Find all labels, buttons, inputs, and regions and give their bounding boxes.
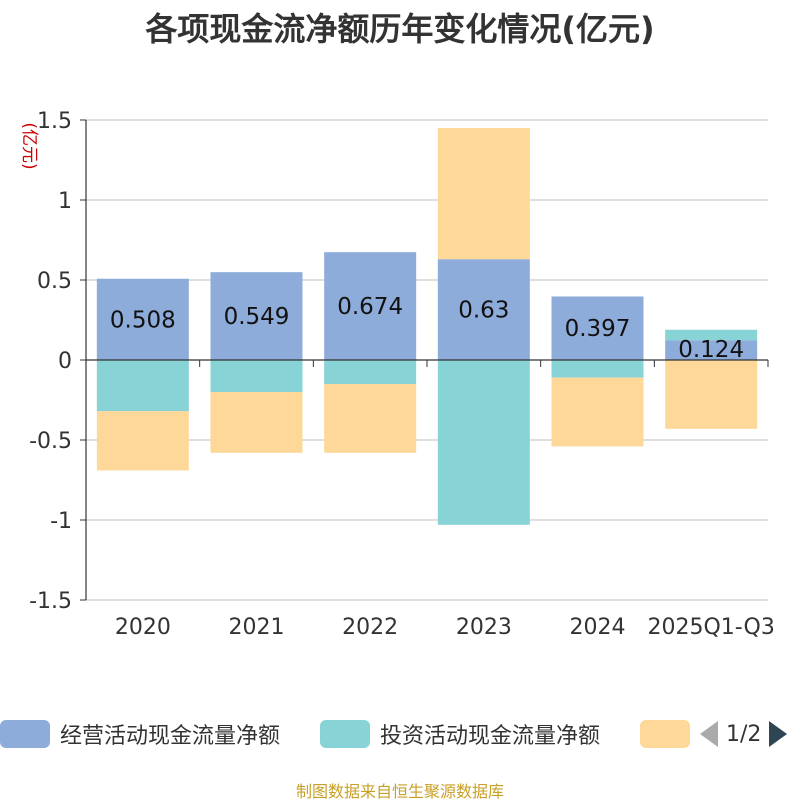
- x-tick-label: 2024: [570, 615, 626, 640]
- data-label: 0.508: [110, 307, 176, 333]
- bar-3-2024: [551, 377, 644, 447]
- bar-2-2025Q1-Q3: [665, 329, 758, 341]
- grid-lines: [86, 119, 768, 601]
- bar-1-2021: [210, 272, 303, 360]
- data-label: 0.124: [678, 337, 744, 363]
- y-tick-label: -1.5: [29, 589, 72, 614]
- bar-1-2020: [96, 278, 189, 360]
- bar-1-2024: [551, 296, 644, 360]
- y-tick-label: -1: [50, 509, 72, 534]
- x-tick-label: 2021: [229, 615, 285, 640]
- legend-label-investing: 投资活动现金流量净额: [380, 724, 601, 749]
- x-tick-label: 2022: [342, 615, 398, 640]
- y-tick-label: 1: [58, 189, 72, 214]
- legend-item-financing[interactable]: [640, 716, 690, 752]
- data-label: 0.674: [337, 294, 403, 320]
- y-tick-label: 0: [58, 349, 72, 374]
- bar-1-2023: [437, 259, 530, 360]
- bar-2-2021: [210, 360, 303, 392]
- legend-item-investing[interactable]: 投资活动现金流量净额: [320, 716, 600, 752]
- data-label: 0.397: [565, 316, 631, 342]
- data-label: 0.549: [224, 304, 290, 330]
- legend-swatch-operating: [0, 720, 50, 748]
- bar-2-2020: [96, 360, 189, 412]
- x-tick-label: 2023: [456, 615, 512, 640]
- bar-3-2025Q1-Q3: [665, 360, 758, 429]
- axes: 1.5 1 0.5 0 -0.5 -1 -1.5 (亿元) 2020 2021 2022 2023 20…: [19, 109, 775, 640]
- source-note: 制图数据来自恒生聚源数据库: [295, 782, 504, 801]
- y-tick-label: 1.5: [37, 109, 72, 134]
- bar-3-2023: [437, 128, 530, 260]
- x-tick-label: 2020: [115, 615, 171, 640]
- legend-pager: 1/2: [700, 716, 788, 752]
- y-tick-label: -0.5: [29, 429, 72, 454]
- legend-label-operating: 经营活动现金流量净额: [60, 724, 281, 749]
- x-tick-label: 2025Q1-Q3: [647, 615, 774, 640]
- pager-text: 1/2: [726, 721, 762, 747]
- bar-1-2022: [324, 252, 417, 360]
- legend-swatch-financing: [640, 720, 690, 748]
- chart-title: 各项现金流净额历年变化情况(亿元): [145, 10, 655, 48]
- y-tick-label: 0.5: [37, 269, 72, 294]
- data-label: 0.63: [458, 298, 509, 324]
- legend-item-operating[interactable]: 经营活动现金流量净额: [0, 716, 280, 752]
- bar-3-2022: [324, 384, 417, 453]
- bar-3-2020: [96, 411, 189, 471]
- bar-2-2022: [324, 360, 417, 384]
- bar-1-2025Q1-Q3: [665, 340, 758, 360]
- legend-swatch-investing: [320, 720, 370, 748]
- data-labels: 0.508 0.549 0.674 0.63 0.397 0.124: [110, 294, 744, 363]
- pager-next-icon[interactable]: [769, 721, 788, 747]
- bar-2-2023: [437, 360, 530, 525]
- bar-3-2021: [210, 392, 303, 453]
- pager-prev-icon[interactable]: [700, 721, 718, 747]
- bars: [96, 128, 758, 525]
- y-axis-title: (亿元): [19, 122, 39, 169]
- chart-plot: 1.5 1 0.5 0 -0.5 -1 -1.5 (亿元) 2020 2021 2022 2023 20…: [19, 109, 775, 640]
- bar-2-2024: [551, 360, 644, 378]
- legend: 经营活动现金流量净额 投资活动现金流量净额 1/2: [0, 716, 800, 752]
